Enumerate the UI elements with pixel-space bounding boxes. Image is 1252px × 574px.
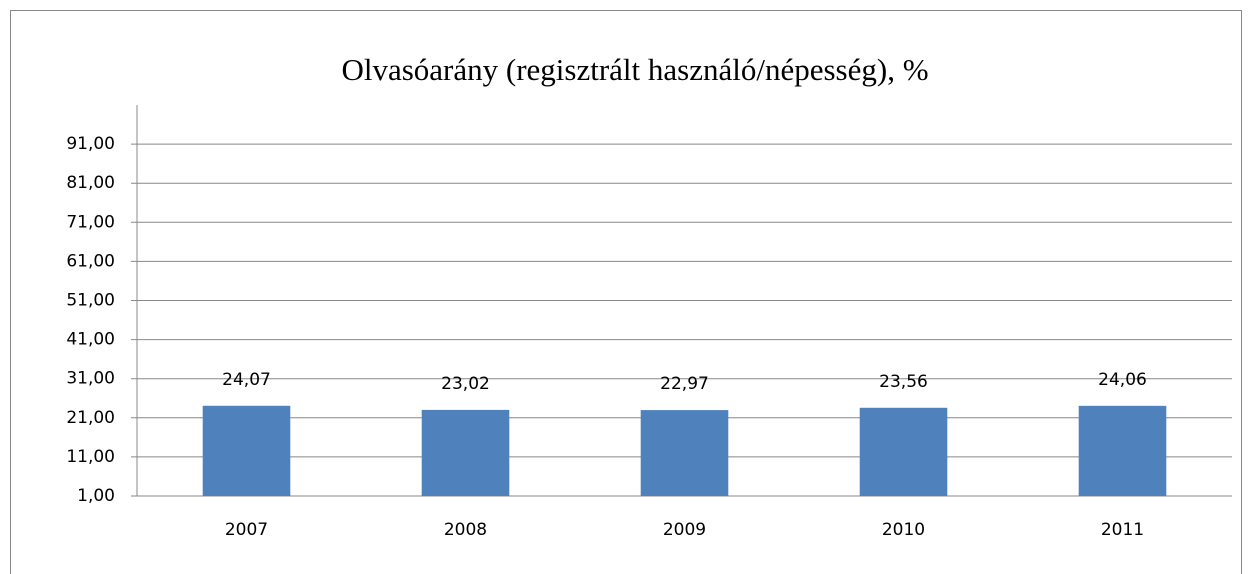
bar — [1078, 405, 1167, 496]
data-label: 23,56 — [879, 372, 928, 392]
chart-frame — [10, 10, 1242, 574]
bar — [640, 410, 729, 496]
y-tick-label: 1,00 — [77, 486, 115, 506]
y-tick-label: 31,00 — [66, 369, 115, 389]
x-tick-label: 2009 — [663, 520, 706, 540]
y-tick-label: 11,00 — [66, 447, 115, 467]
bar — [421, 409, 510, 496]
x-tick-label: 2007 — [225, 520, 268, 540]
y-tick-label: 81,00 — [66, 173, 115, 193]
y-tick-label: 91,00 — [66, 134, 115, 154]
y-tick-label: 61,00 — [66, 251, 115, 271]
y-tick-label: 21,00 — [66, 408, 115, 428]
x-tick-label: 2008 — [444, 520, 487, 540]
bar — [859, 407, 948, 496]
chart-title: Olvasóarány (regisztrált használó/népess… — [341, 52, 928, 87]
data-label: 24,07 — [222, 370, 271, 390]
data-label: 23,02 — [441, 374, 490, 394]
y-tick-label: 51,00 — [66, 291, 115, 311]
y-tick-label: 41,00 — [66, 330, 115, 350]
x-tick-label: 2011 — [1101, 520, 1144, 540]
bar — [202, 405, 291, 496]
x-tick-label: 2010 — [882, 520, 925, 540]
y-tick-label: 71,00 — [66, 212, 115, 232]
data-label: 24,06 — [1098, 370, 1147, 390]
data-label: 22,97 — [660, 374, 709, 394]
